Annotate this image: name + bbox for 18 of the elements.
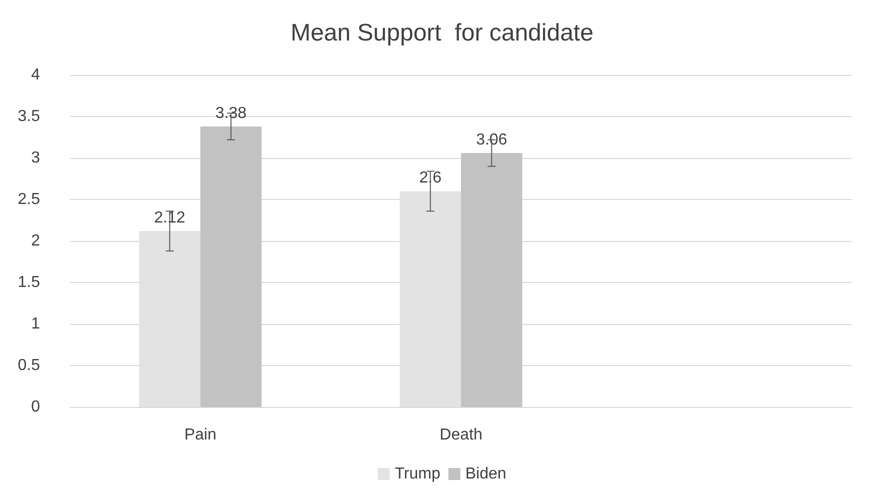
legend-label: Trump <box>394 466 440 482</box>
y-tick-label: 3 <box>31 150 40 166</box>
y-tick-label: 3.5 <box>18 108 40 125</box>
chart-title: Mean Support for candidate <box>290 20 594 46</box>
y-tick-label: 2 <box>31 232 40 250</box>
y-tick-label: 2.5 <box>18 191 40 208</box>
y-tick-label: 1 <box>31 316 40 332</box>
bar <box>200 126 262 407</box>
legend-label: Biden <box>465 466 506 482</box>
y-tick-label: 1.5 <box>18 274 40 291</box>
x-tick-label: Death <box>440 426 482 444</box>
x-tick-label: Pain <box>184 426 216 444</box>
y-tick-label: 0.5 <box>18 357 40 374</box>
bar <box>461 153 522 407</box>
y-tick-label: 4 <box>31 66 40 84</box>
data-label: 3.06 <box>476 132 508 149</box>
y-tick-label: 0 <box>31 398 40 416</box>
data-label: 3.38 <box>215 104 247 122</box>
